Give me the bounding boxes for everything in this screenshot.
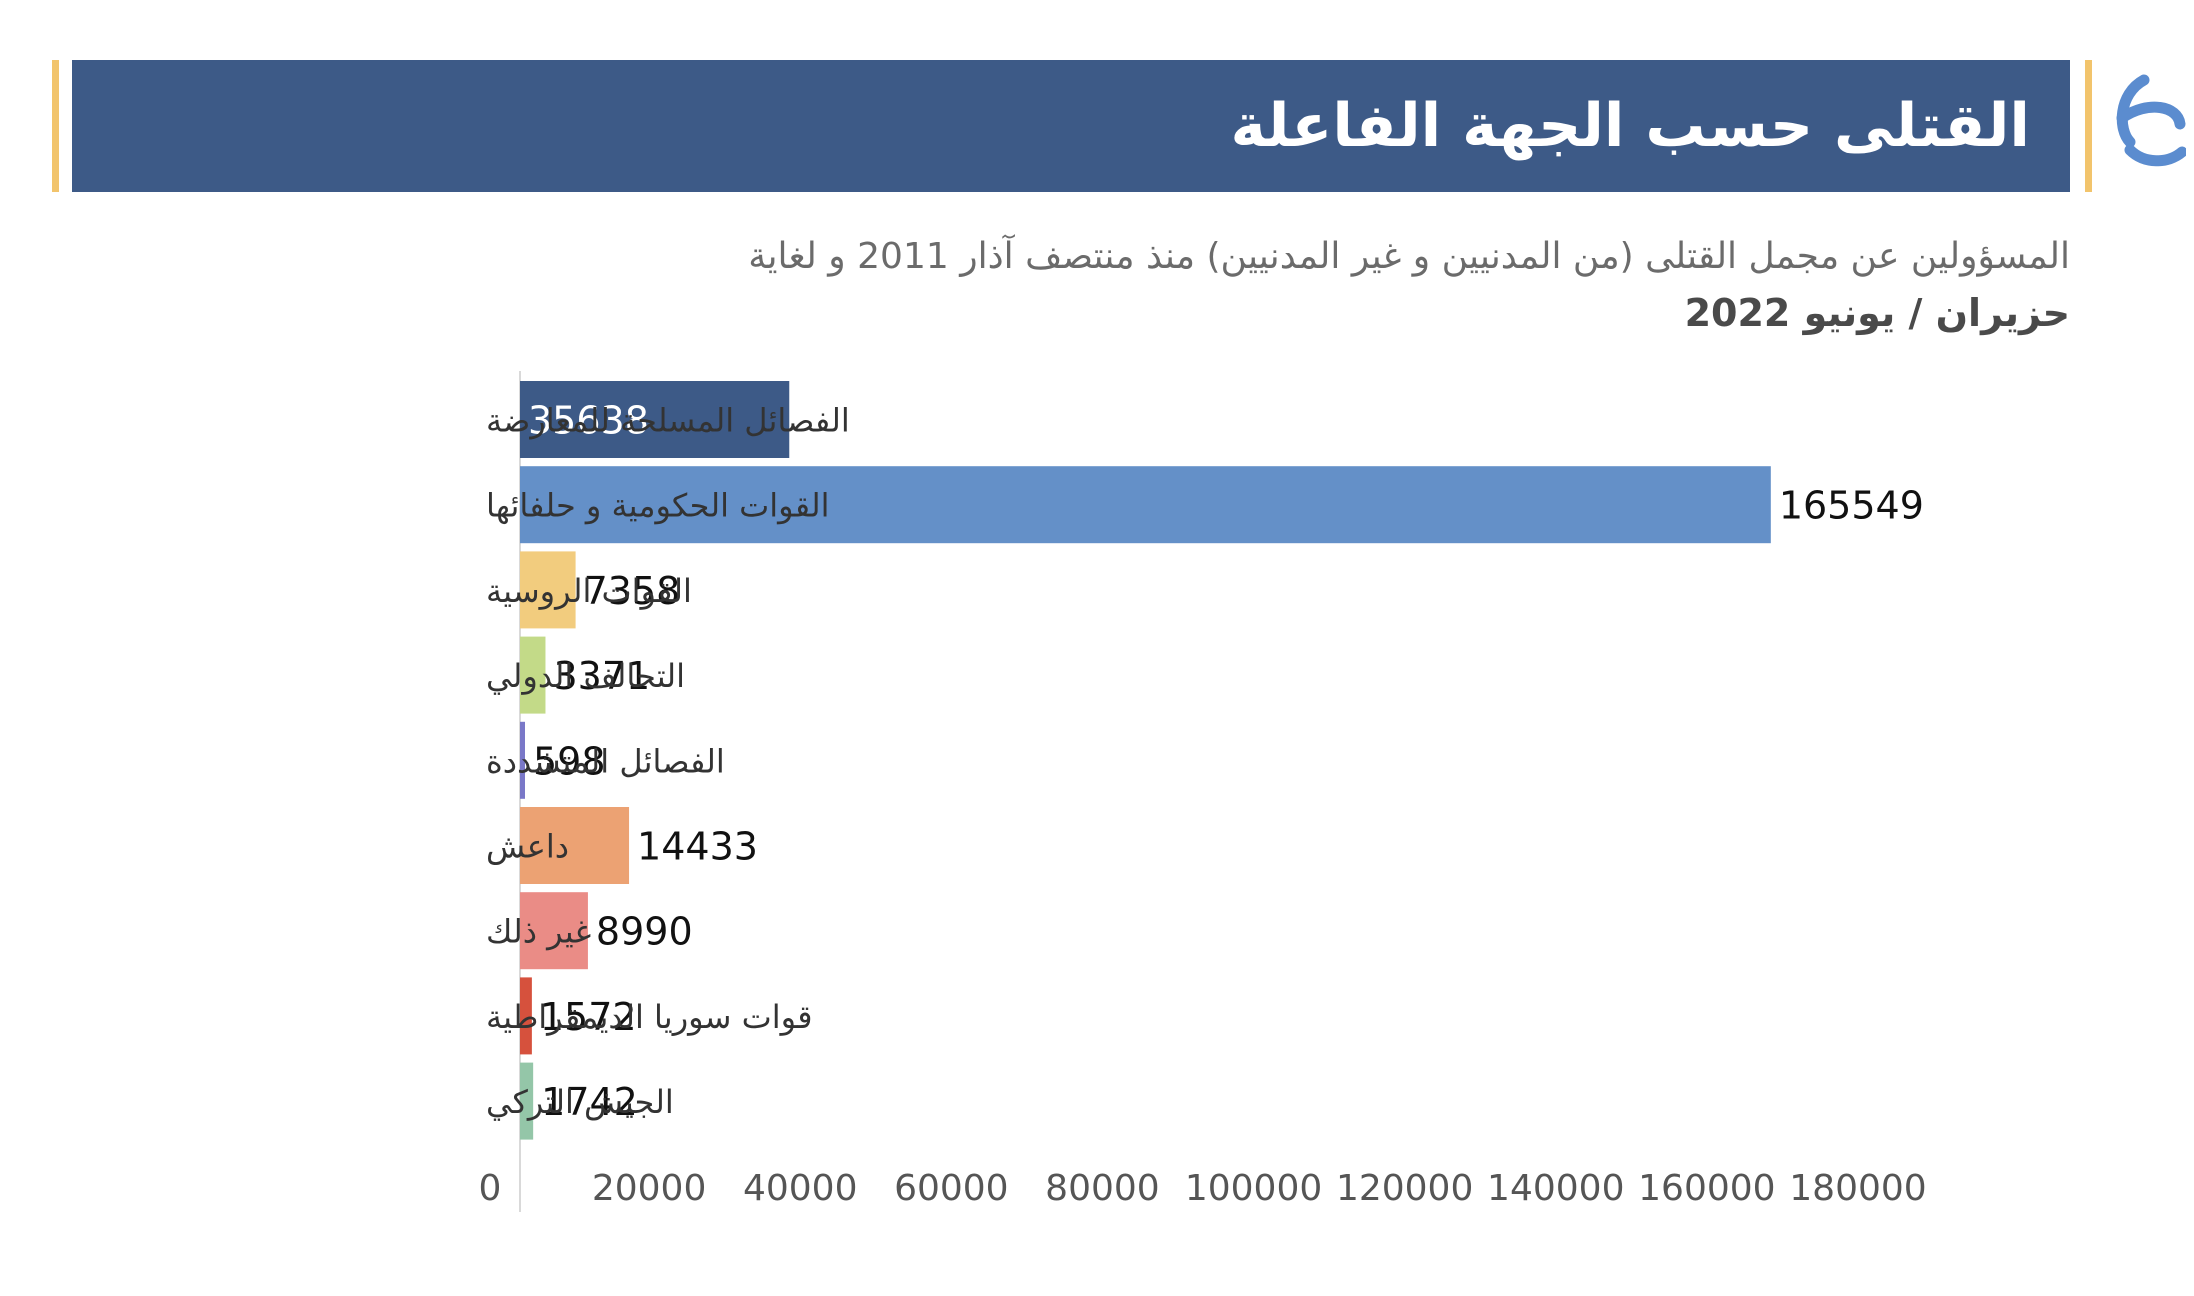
bar (520, 636, 546, 714)
category-label: قوات سوريا الديمقراطية (486, 998, 813, 1036)
x-tick-label: 0 (479, 1168, 502, 1209)
bar-value-label: 598 (533, 739, 606, 783)
x-tick-label: 60000 (894, 1168, 1009, 1209)
x-tick-label: 120000 (1336, 1168, 1473, 1209)
bar-value-label: 165549 (1779, 484, 1924, 528)
organization-logo-icon (2116, 74, 2186, 167)
category-label: القوات الحكومية و حلفائها (486, 487, 830, 525)
accent-bar-left (52, 60, 59, 192)
bar (520, 807, 630, 884)
category-label: الفصائل المتشددة (486, 742, 725, 780)
bar-value-label: 14433 (637, 825, 758, 869)
bar-value-label: 35638 (528, 399, 649, 443)
bar (520, 1062, 534, 1140)
bar-value-label: 3371 (553, 654, 650, 698)
category-label: القوات الروسية (486, 572, 692, 610)
x-tick-label: 160000 (1638, 1168, 1775, 1209)
category-label: غير ذلك (486, 913, 591, 951)
category-label: الفصائل المسلحة للمعارضة (486, 402, 850, 440)
title-band: القتلى حسب الجهة الفاعلة (72, 60, 2070, 192)
page-title: القتلى حسب الجهة الفاعلة (1230, 91, 2030, 161)
bar (520, 381, 790, 458)
bar-value-label: 7358 (584, 569, 681, 613)
category-label: الجيش التركي (486, 1083, 674, 1121)
bar (520, 466, 1771, 544)
category-label: داعش (486, 828, 569, 866)
bar (520, 977, 532, 1055)
bar (520, 892, 588, 970)
x-tick-label: 140000 (1487, 1168, 1624, 1209)
x-tick-label: 40000 (743, 1168, 858, 1209)
bar-value-label: 8990 (596, 910, 693, 954)
x-tick-label: 80000 (1045, 1168, 1160, 1209)
chart-subtitle: المسؤولين عن مجمل القتلى (من المدنيين و … (748, 236, 2070, 277)
bar (520, 721, 525, 799)
bar-value-label: 1572 (540, 995, 637, 1039)
accent-bar-right (2085, 60, 2092, 192)
x-tick-label: 180000 (1789, 1168, 1926, 1209)
bar (520, 551, 576, 629)
bar-value-label: 1742 (541, 1080, 638, 1124)
category-label: التحالف الدولي (486, 657, 685, 695)
x-tick-label: 100000 (1185, 1168, 1322, 1209)
chart-subtitle-date: حزيران / يونيو 2022 (1684, 291, 2070, 335)
x-tick-label: 20000 (592, 1168, 707, 1209)
